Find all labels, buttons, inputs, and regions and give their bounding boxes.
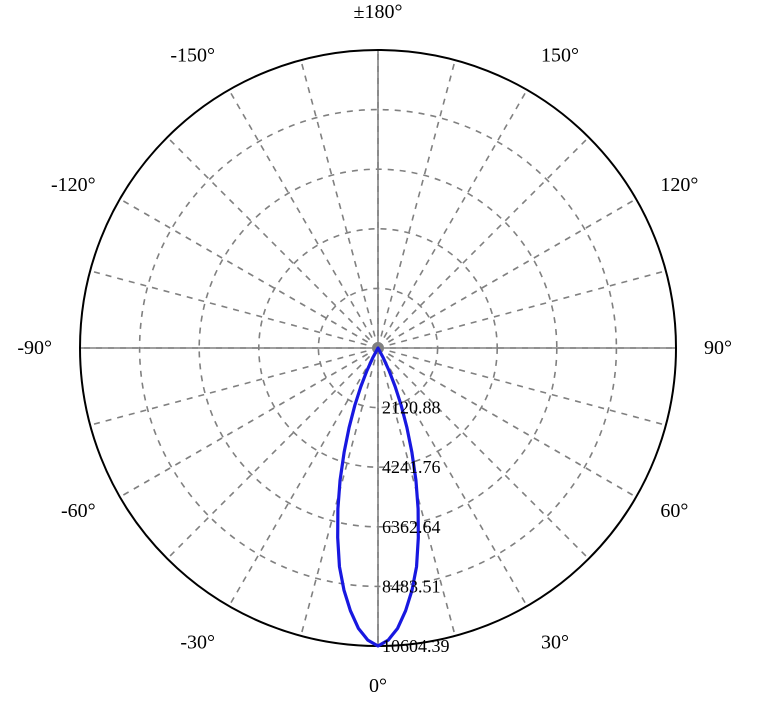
angle-label: 30° <box>541 631 569 653</box>
radial-label: 10604.39 <box>382 636 450 656</box>
radial-label: 2120.88 <box>382 398 441 418</box>
radial-label: 4241.76 <box>382 457 441 477</box>
angle-label: -150° <box>170 45 215 67</box>
angle-label: -90° <box>17 337 52 359</box>
angle-label: 120° <box>660 174 698 196</box>
polar-chart: 2120.88 4241.76 6362.64 8483.51 10604.39 ±180… <box>0 0 757 709</box>
angle-label: -60° <box>61 500 96 522</box>
radial-label: 6362.64 <box>382 517 441 537</box>
polar-svg: 2120.88 4241.76 6362.64 8483.51 10604.39 ±180… <box>0 0 757 709</box>
angle-label: 60° <box>660 500 688 522</box>
angle-label: 0° <box>369 675 387 697</box>
angle-label: -120° <box>51 174 96 196</box>
angle-label: 150° <box>541 45 579 67</box>
radial-label: 8483.51 <box>382 576 441 596</box>
angle-label: -30° <box>180 631 215 653</box>
angle-label: ±180° <box>354 1 403 23</box>
angle-label: 90° <box>704 337 732 359</box>
